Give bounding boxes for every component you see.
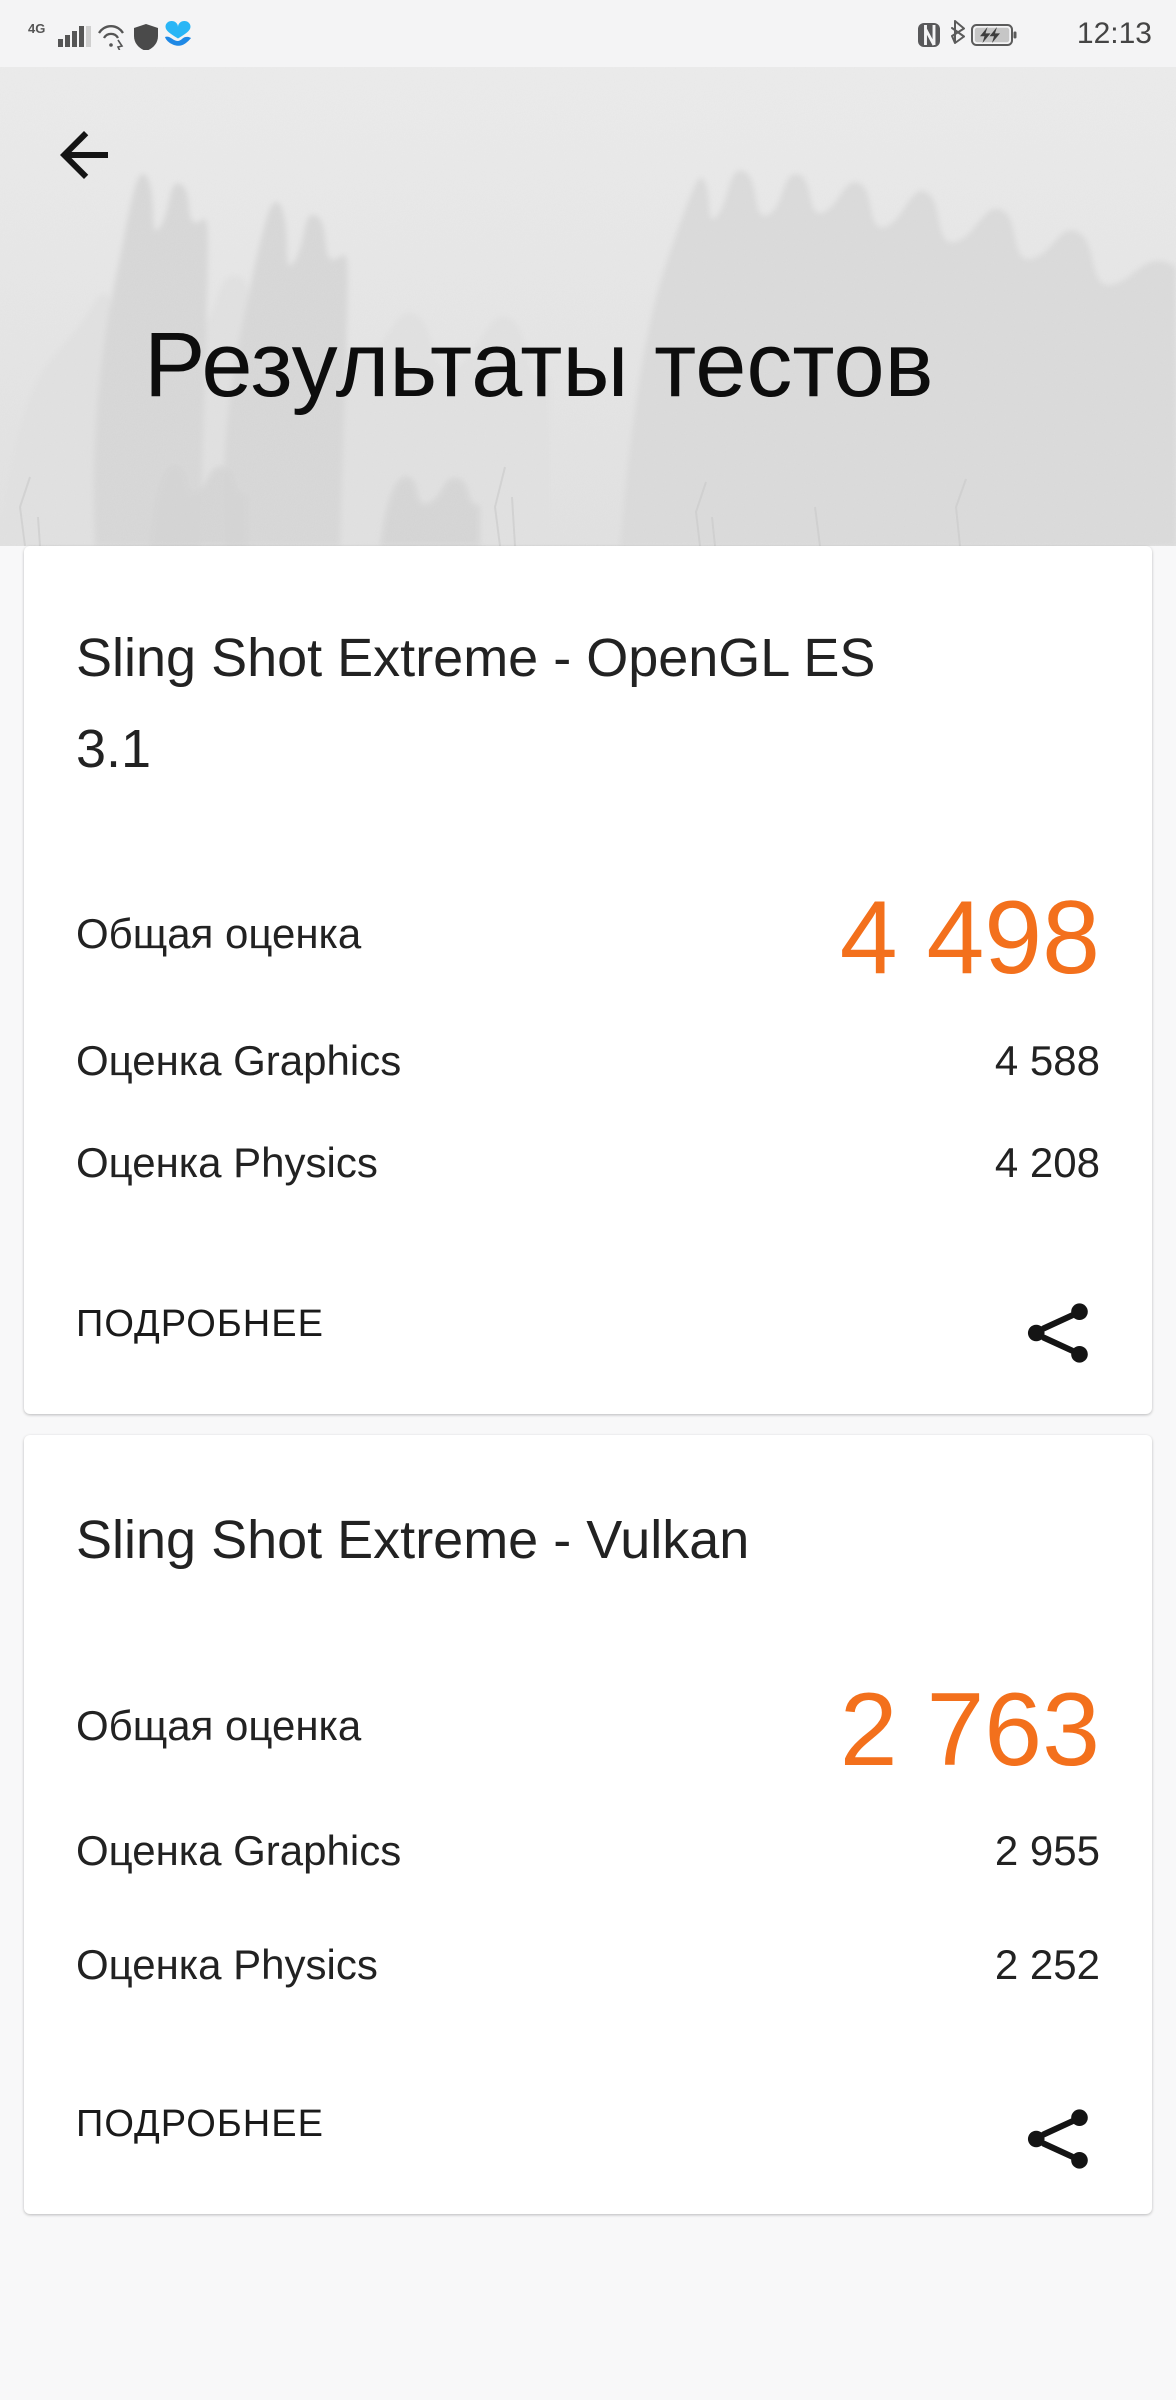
- svg-text:4G: 4G: [28, 21, 45, 36]
